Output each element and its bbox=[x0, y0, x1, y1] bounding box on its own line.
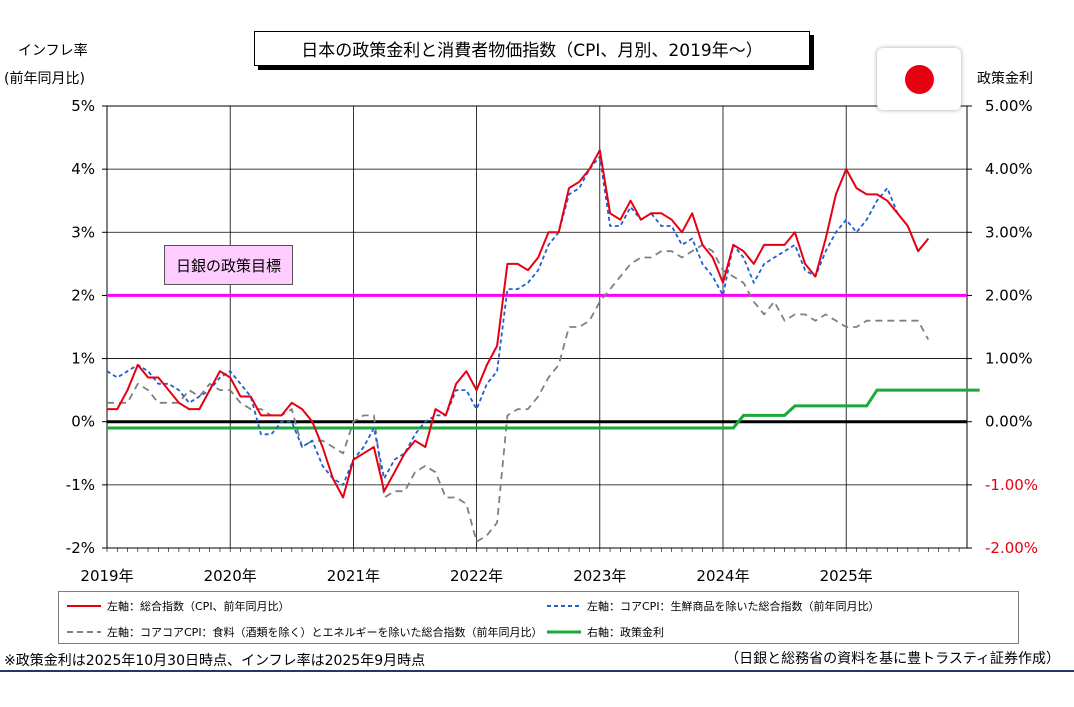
policy-target-label: 日銀の政策目標 bbox=[164, 245, 293, 285]
left-axis-tick-label: 0% bbox=[71, 413, 95, 431]
left-axis-tick-label: 3% bbox=[71, 223, 95, 241]
plot-border bbox=[106, 105, 968, 549]
chart-grid bbox=[106, 105, 968, 549]
right-axis-tick-label: 3.00% bbox=[985, 223, 1033, 241]
chart-title: 日本の政策金利と消費者物価指数（CPI、月別、2019年～） bbox=[254, 31, 810, 66]
right-axis-tick-label: -2.00% bbox=[985, 539, 1038, 557]
legend-swatch-headline bbox=[67, 605, 101, 607]
legend-item-policy-rate: 右軸：政策金利 bbox=[547, 624, 664, 640]
x-axis-tick-label: 2024年 bbox=[696, 567, 749, 585]
axis-layer: -2% -2.00% -1% -1.00% 0% 0.00% 1% 1.00% 2% 2.00% 3… bbox=[66, 97, 1038, 585]
legend-label-corecore: 左軸：コアコアCPI：食料（酒類を除く）とエネルギーを除いた総合指数（前年同月比… bbox=[107, 626, 543, 639]
left-axis-tick-label: 5% bbox=[71, 97, 95, 115]
series-layer bbox=[106, 149, 980, 543]
left-axis-title-line2: (前年同月比) bbox=[4, 71, 85, 87]
left-axis-tick-label: 1% bbox=[71, 350, 95, 368]
series-line-corecore bbox=[107, 243, 930, 543]
x-axis-tick-label: 2020年 bbox=[204, 567, 257, 585]
legend-swatch-corecore bbox=[67, 631, 101, 633]
left-axis-tick-label: 4% bbox=[71, 160, 95, 178]
left-axis-tick-label: 2% bbox=[71, 286, 95, 304]
x-axis-tick-label: 2025年 bbox=[820, 567, 873, 585]
x-axis-tick-label: 2021年 bbox=[327, 567, 380, 585]
right-axis-tick-label: 0.00% bbox=[985, 413, 1033, 431]
japan-flag-sun bbox=[905, 65, 934, 94]
x-axis-tick-label: 2019年 bbox=[80, 567, 133, 585]
left-axis-tick-label: -1% bbox=[66, 476, 95, 494]
series-line-core bbox=[106, 155, 929, 486]
legend-label-headline: 左軸：総合指数（CPI、前年同月比） bbox=[107, 600, 290, 613]
right-axis-title: 政策金利 bbox=[977, 71, 1033, 87]
japan-flag-icon bbox=[877, 48, 961, 110]
bottom-rule bbox=[0, 670, 1074, 672]
left-axis-title-line1: インフレ率 bbox=[18, 43, 88, 59]
legend-item-headline: 左軸：総合指数（CPI、前年同月比） bbox=[67, 598, 290, 614]
chart-legend: 左軸：総合指数（CPI、前年同月比） 左軸：コアCPI：生鮮商品を除いた総合指数… bbox=[58, 591, 1019, 644]
right-axis-tick-label: 4.00% bbox=[985, 160, 1033, 178]
x-axis-tick-label: 2023年 bbox=[573, 567, 626, 585]
right-axis-tick-label: 2.00% bbox=[985, 286, 1033, 304]
footnote: ※政策金利は2025年10月30日時点、インフレ率は2025年9月時点 bbox=[4, 653, 426, 669]
source-note: （日銀と総務省の資料を基に豊トラスティ証券作成） bbox=[725, 651, 1060, 667]
legend-swatch-policy-rate bbox=[547, 630, 581, 634]
left-axis-tick-label: -2% bbox=[66, 539, 95, 557]
legend-swatch-core bbox=[547, 605, 581, 607]
legend-label-policy-rate: 右軸：政策金利 bbox=[587, 626, 664, 639]
x-axis-tick-label: 2022年 bbox=[450, 567, 503, 585]
right-axis-tick-label: 5.00% bbox=[985, 97, 1033, 115]
legend-item-core: 左軸：コアCPI：生鮮商品を除いた総合指数（前年同月比） bbox=[547, 598, 880, 614]
right-axis-tick-label: 1.00% bbox=[985, 350, 1033, 368]
right-axis-tick-label: -1.00% bbox=[985, 476, 1038, 494]
series-line-policy-rate bbox=[107, 388, 980, 430]
legend-item-corecore: 左軸：コアコアCPI：食料（酒類を除く）とエネルギーを除いた総合指数（前年同月比… bbox=[67, 624, 543, 640]
legend-label-core: 左軸：コアCPI：生鮮商品を除いた総合指数（前年同月比） bbox=[587, 600, 880, 613]
series-line-headline bbox=[107, 149, 930, 499]
